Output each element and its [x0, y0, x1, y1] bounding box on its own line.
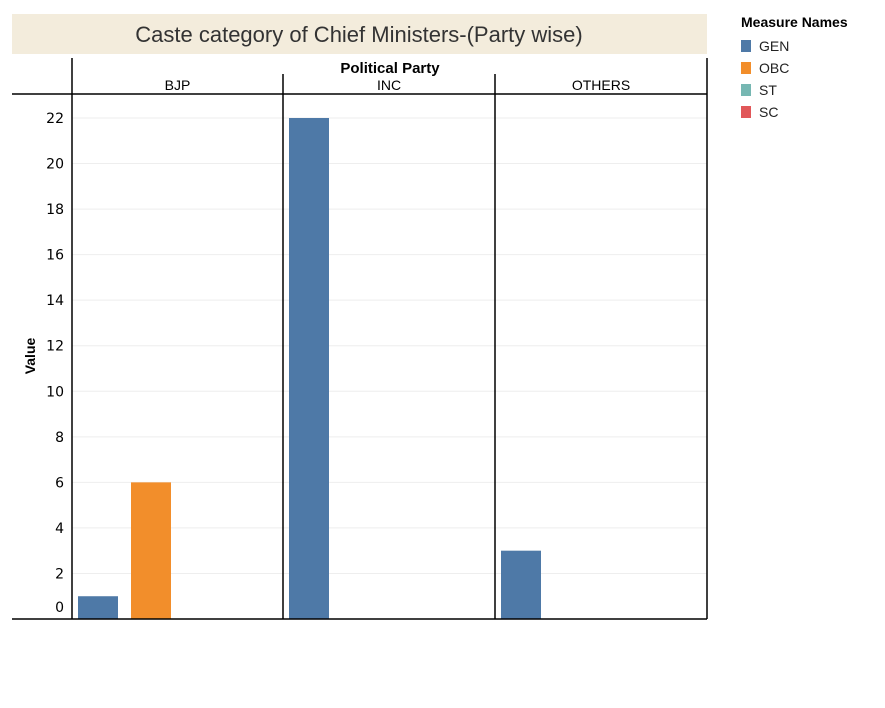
bar-bjp-obc	[131, 482, 171, 619]
legend-item-obc[interactable]: OBC	[741, 57, 848, 79]
legend-item-st[interactable]: ST	[741, 79, 848, 101]
y-tick-label: 14	[46, 293, 64, 309]
bar-bjp-gen	[78, 596, 118, 619]
legend-swatch	[741, 106, 751, 118]
y-tick-label: 10	[46, 384, 64, 400]
y-tick-label: 22	[46, 111, 64, 127]
y-axis-label: Value	[22, 338, 38, 375]
legend-swatch	[741, 84, 751, 96]
legend-label: SC	[759, 104, 779, 120]
column-header: Political Party	[340, 60, 440, 77]
y-tick-label: 18	[46, 202, 64, 218]
y-tick-label: 20	[46, 157, 64, 173]
legend: Measure Names GEN OBC ST SC	[741, 14, 848, 123]
category-label-bjp: BJP	[165, 77, 191, 93]
legend-item-sc[interactable]: SC	[741, 101, 848, 123]
y-tick-label: 2	[55, 566, 64, 582]
y-tick-label: 6	[55, 475, 64, 491]
y-tick-label: 8	[55, 430, 64, 446]
legend-swatch	[741, 62, 751, 74]
legend-label: OBC	[759, 60, 790, 76]
y-tick-label: 16	[46, 248, 64, 264]
y-tick-label: 0	[55, 600, 64, 616]
legend-swatch	[741, 40, 751, 52]
legend-title: Measure Names	[741, 14, 848, 30]
category-label-others: OTHERS	[572, 77, 630, 93]
y-tick-label: 12	[46, 339, 64, 355]
legend-label: ST	[759, 82, 777, 98]
bar-others-gen	[501, 550, 541, 619]
legend-label: GEN	[759, 38, 790, 54]
y-tick-label: 4	[55, 521, 64, 537]
title-background	[12, 14, 707, 54]
chart-title: Caste category of Chief Ministers-(Party…	[135, 22, 582, 47]
legend-item-gen[interactable]: GEN	[741, 35, 848, 57]
bar-inc-gen	[289, 118, 329, 619]
category-label-inc: INC	[377, 77, 401, 93]
